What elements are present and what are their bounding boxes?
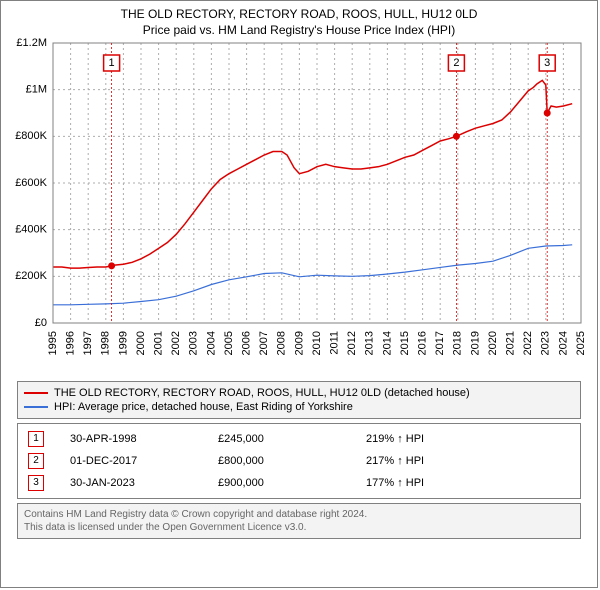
y-axis-label: £400K — [15, 224, 47, 236]
x-axis-label: 1995 — [47, 331, 59, 355]
data-point-marker: 1 — [28, 431, 44, 447]
data-point-marker: 3 — [28, 475, 44, 491]
legend-label: HPI: Average price, detached house, East… — [54, 401, 353, 413]
x-axis-label: 2014 — [381, 331, 393, 355]
chart-title-line1: THE OLD RECTORY, RECTORY ROAD, ROOS, HUL… — [1, 7, 597, 21]
data-point-marker: 2 — [28, 453, 44, 469]
x-axis-label: 2022 — [522, 331, 534, 355]
x-axis-label: 2010 — [311, 331, 323, 355]
x-axis-label: 2005 — [223, 331, 235, 355]
data-point-price: £800,000 — [214, 450, 362, 472]
data-point-date: 30-JAN-2023 — [66, 472, 214, 494]
x-axis-label: 1998 — [100, 331, 112, 355]
x-axis-label: 2020 — [487, 331, 499, 355]
y-axis-label: £1M — [26, 84, 47, 96]
attribution-line2: This data is licensed under the Open Gov… — [24, 521, 574, 534]
attribution-line1: Contains HM Land Registry data © Crown c… — [24, 508, 574, 521]
data-point-date: 01-DEC-2017 — [66, 450, 214, 472]
x-axis-label: 2018 — [452, 331, 464, 355]
x-axis-label: 2002 — [170, 331, 182, 355]
x-axis-label: 2011 — [329, 331, 341, 355]
data-point-date: 30-APR-1998 — [66, 428, 214, 450]
data-point-hpi: 217% ↑ HPI — [362, 450, 574, 472]
y-axis-label: £600K — [15, 177, 47, 189]
x-axis-label: 2007 — [258, 331, 270, 355]
x-axis-label: 2013 — [364, 331, 376, 355]
legend-swatch — [24, 392, 48, 394]
chart-container: THE OLD RECTORY, RECTORY ROAD, ROOS, HUL… — [0, 0, 598, 588]
x-axis-label: 1999 — [117, 331, 129, 355]
svg-text:1: 1 — [109, 57, 115, 69]
legend-swatch — [24, 406, 48, 408]
chart-title-line2: Price paid vs. HM Land Registry's House … — [1, 23, 597, 37]
y-axis-label: £0 — [35, 317, 47, 329]
chart-titles: THE OLD RECTORY, RECTORY ROAD, ROOS, HUL… — [1, 1, 597, 37]
x-axis-label: 2003 — [188, 331, 200, 355]
legend-item: HPI: Average price, detached house, East… — [24, 400, 574, 414]
data-points-table: 1 30-APR-1998£245,000219% ↑ HPI 2 01-DEC-20… — [17, 423, 581, 499]
line-chart: £0 £200K £400K £600K £800K £1M £1.2M 1995 1996 19… — [1, 37, 599, 377]
x-axis-label: 2015 — [399, 331, 411, 355]
data-point-row: 2 01-DEC-2017£800,000217% ↑ HPI — [24, 450, 574, 472]
x-axis-label: 2000 — [135, 331, 147, 355]
data-point-price: £900,000 — [214, 472, 362, 494]
x-axis-label: 2024 — [557, 331, 569, 355]
svg-text:3: 3 — [544, 57, 550, 69]
data-point-row: 1 30-APR-1998£245,000219% ↑ HPI — [24, 428, 574, 450]
y-axis-label: £800K — [15, 130, 47, 142]
x-axis-label: 2001 — [153, 331, 165, 355]
x-axis-label: 2016 — [417, 331, 429, 355]
data-point-price: £245,000 — [214, 428, 362, 450]
x-axis-label: 2004 — [205, 331, 217, 355]
x-axis-label: 2006 — [241, 331, 253, 355]
svg-text:2: 2 — [453, 57, 459, 69]
legend-item: THE OLD RECTORY, RECTORY ROAD, ROOS, HUL… — [24, 386, 574, 400]
x-axis-label: 2012 — [346, 331, 358, 355]
data-point-hpi: 219% ↑ HPI — [362, 428, 574, 450]
data-point-row: 3 30-JAN-2023£900,000177% ↑ HPI — [24, 472, 574, 494]
x-axis-label: 1996 — [65, 331, 77, 355]
x-axis-label: 2017 — [434, 331, 446, 355]
legend: THE OLD RECTORY, RECTORY ROAD, ROOS, HUL… — [17, 381, 581, 419]
x-axis-label: 2023 — [540, 331, 552, 355]
x-axis-label: 2019 — [469, 331, 481, 355]
legend-label: THE OLD RECTORY, RECTORY ROAD, ROOS, HUL… — [54, 387, 470, 399]
attribution: Contains HM Land Registry data © Crown c… — [17, 503, 581, 539]
data-point-hpi: 177% ↑ HPI — [362, 472, 574, 494]
x-axis-label: 2009 — [293, 331, 305, 355]
y-axis-label: £200K — [15, 270, 47, 282]
x-axis-label: 1997 — [82, 331, 94, 355]
x-axis-label: 2008 — [276, 331, 288, 355]
x-axis-label: 2021 — [505, 331, 517, 355]
y-axis-label: £1.2M — [16, 37, 47, 49]
x-axis-label: 2025 — [575, 331, 587, 355]
